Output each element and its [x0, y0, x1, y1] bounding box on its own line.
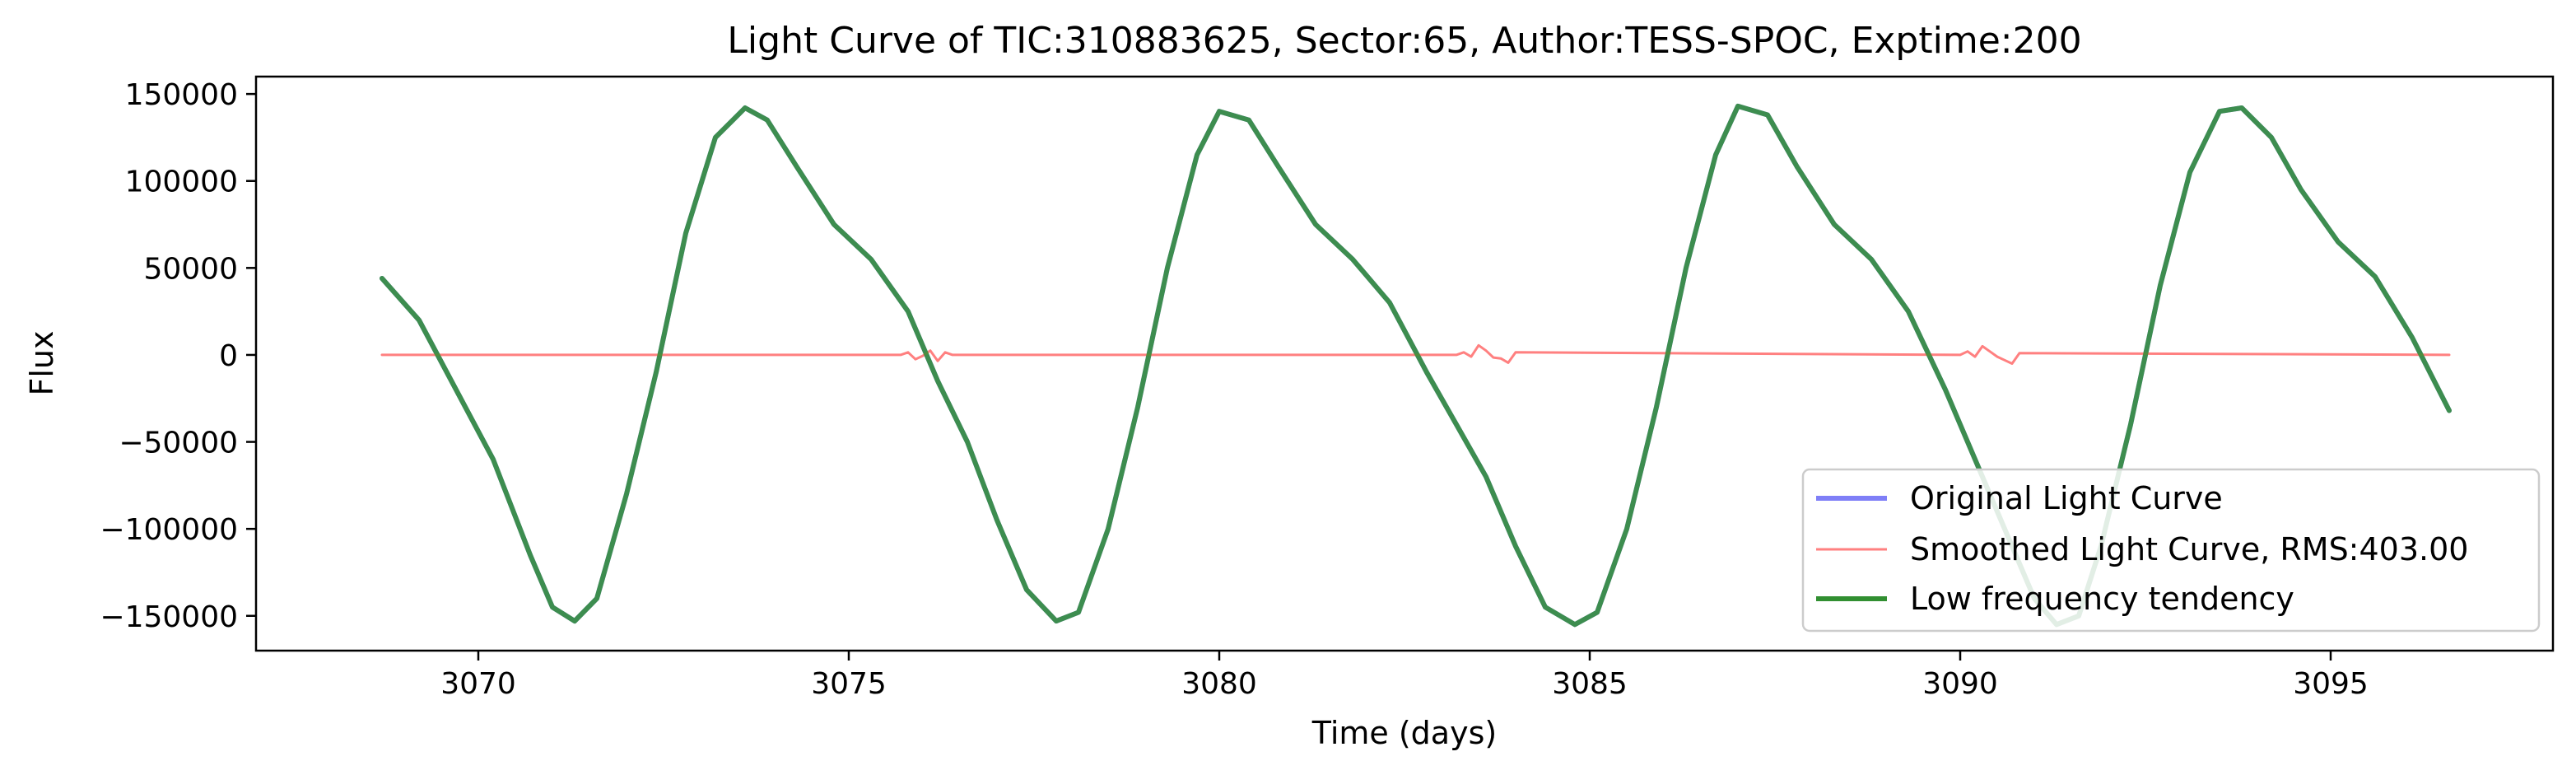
y-tick-label: 50000	[143, 252, 238, 286]
y-axis-label: Flux	[24, 331, 60, 396]
plot-area-frame	[254, 75, 2555, 652]
x-tick-label: 3085	[1552, 667, 1628, 701]
y-tick-label: 100000	[125, 166, 238, 199]
legend-label-original: Original Light Curve	[1910, 480, 2223, 516]
y-axis: −150000 −100000 −50000 0 50000 100000 150000	[100, 78, 256, 634]
legend-box	[1801, 468, 2541, 633]
x-tick-label: 3080	[1181, 667, 1257, 701]
y-tick-label: −150000	[100, 600, 238, 634]
legend-label-low-frequency: Low frequency tendency	[1910, 581, 2294, 617]
x-tick-label: 3095	[2293, 667, 2369, 701]
legend: Original Light Curve Smoothed Light Curv…	[1801, 468, 2541, 633]
chart-title: Light Curve of TIC:310883625, Sector:65,…	[727, 20, 2081, 62]
x-tick-label: 3090	[1922, 667, 1998, 701]
x-axis-label: Time (days)	[1311, 715, 1497, 751]
x-tick-label: 3075	[811, 667, 887, 701]
y-tick-label: −50000	[119, 427, 238, 460]
y-tick-label: 0	[219, 339, 238, 373]
y-tick-label: 150000	[125, 78, 238, 112]
x-tick-label: 3070	[440, 667, 516, 701]
y-tick-label: −100000	[100, 513, 238, 547]
legend-label-smoothed: Smoothed Light Curve, RMS:403.00	[1910, 531, 2468, 567]
x-axis: 3070 3075 3080 3085 3090 3095	[440, 651, 2369, 701]
